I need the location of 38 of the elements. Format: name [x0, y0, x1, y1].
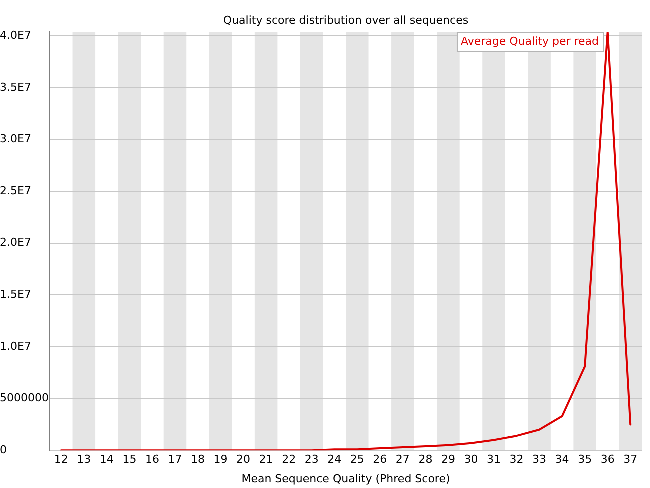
y-tick-label: 2.0E7	[0, 236, 32, 250]
x-tick-label: 23	[304, 453, 319, 466]
y-tick-label: 1.0E7	[0, 340, 32, 353]
x-tick-label: 28	[418, 453, 433, 466]
chart-title: Quality score distribution over all sequences	[223, 14, 469, 27]
x-tick-label: 17	[168, 453, 182, 466]
x-tick-label: 25	[350, 453, 364, 466]
x-tick-label: 24	[328, 453, 342, 466]
y-tick-label: 5000000	[0, 392, 49, 405]
y-tick-label: 1.5E7	[0, 288, 32, 302]
x-tick-label: 31	[487, 453, 501, 466]
x-tick-label: 19	[214, 453, 228, 466]
y-tick-label: 2.5E7	[0, 184, 32, 198]
x-tick-label: 16	[145, 453, 160, 466]
x-tick-label: 32	[510, 453, 524, 466]
x-axis-title: Mean Sequence Quality (Phred Score)	[242, 472, 450, 486]
x-tick-label: 33	[532, 453, 547, 466]
x-tick-label: 12	[54, 453, 68, 466]
x-tick-label: 14	[100, 453, 114, 466]
y-tick-label: 3.5E7	[0, 80, 32, 94]
x-tick-label: 37	[624, 453, 638, 466]
x-tick-label: 15	[122, 453, 137, 466]
x-tick-label: 21	[259, 453, 274, 466]
x-tick-label: 27	[396, 453, 410, 466]
y-tick-label: 4.0E7	[0, 29, 32, 42]
x-tick-label: 22	[282, 453, 296, 466]
y-tick-label: 3.0E7	[0, 132, 32, 146]
y-tick-label: 0	[0, 443, 7, 456]
x-tick-label: 18	[191, 453, 205, 466]
x-tick-label: 13	[77, 453, 92, 466]
x-tick-label: 20	[236, 453, 251, 466]
x-tick-label: 34	[555, 453, 570, 466]
x-tick-label: 29	[441, 453, 456, 466]
x-tick-label: 30	[464, 453, 478, 466]
series-label: Average Quality per read	[460, 34, 600, 48]
x-tick-label: 35	[578, 453, 592, 466]
x-tick-label: 26	[373, 453, 388, 466]
x-tick-label: 36	[600, 453, 615, 466]
